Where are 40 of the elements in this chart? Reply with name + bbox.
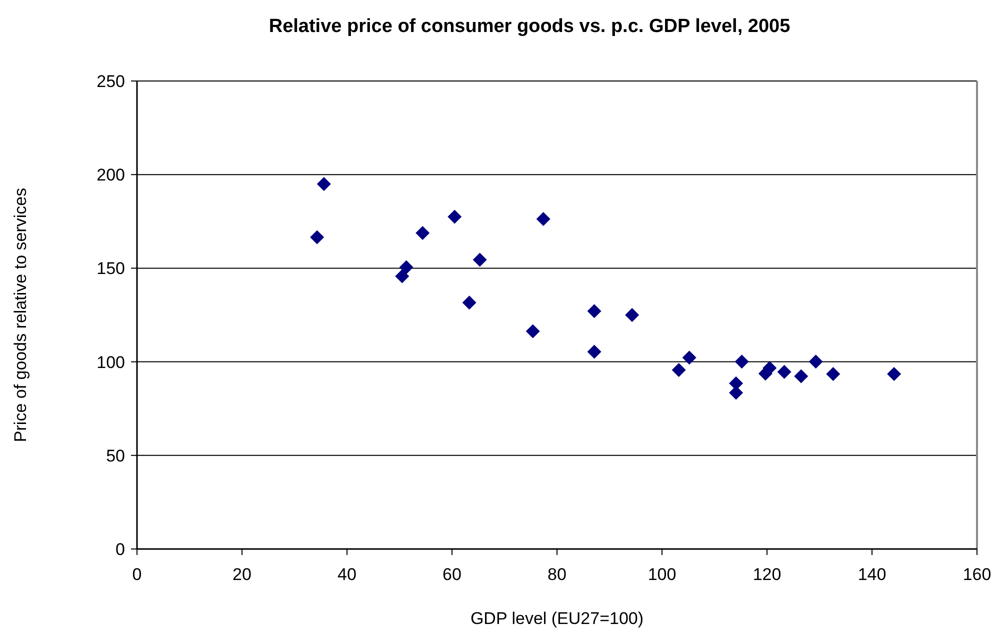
point <box>625 308 640 322</box>
point <box>672 363 686 378</box>
y-tick-label: 50 <box>106 446 125 466</box>
x-tick-label: 80 <box>548 565 566 584</box>
y-tick-label: 250 <box>96 72 125 91</box>
x-axis-title: GDP level (EU27=100) <box>470 609 644 628</box>
x-tick-label: 120 <box>752 565 782 584</box>
point <box>536 212 550 226</box>
point <box>826 366 840 381</box>
point <box>587 344 602 359</box>
point <box>887 366 902 381</box>
point <box>416 226 430 240</box>
x-tick-label: 20 <box>232 565 252 584</box>
point <box>399 260 414 274</box>
point <box>448 210 462 224</box>
chart-title: Relative price of consumer goods vs. p.c. GDP level, 2005 <box>268 16 791 37</box>
x-tick-label: 60 <box>442 565 462 584</box>
y-tick-label: 0 <box>116 540 125 559</box>
point <box>808 354 823 369</box>
point <box>395 269 410 284</box>
point <box>316 176 331 191</box>
point <box>682 350 696 365</box>
point <box>472 252 487 267</box>
y-tick-label: 150 <box>96 259 125 278</box>
point <box>526 324 540 338</box>
y-tick-label: 200 <box>96 166 125 185</box>
x-tick-label: 100 <box>648 565 676 584</box>
point <box>794 369 808 384</box>
point <box>777 364 792 379</box>
point <box>587 304 602 318</box>
x-tick-label: 0 <box>132 565 142 584</box>
point <box>462 296 476 310</box>
y-tick-label: 100 <box>96 352 125 372</box>
x-tick-label: 140 <box>858 565 886 584</box>
y-axis-title: Price of goods relative to services <box>11 188 30 442</box>
x-tick-label: 40 <box>338 565 356 584</box>
point <box>734 354 749 369</box>
point <box>762 360 777 375</box>
x-tick-label: 160 <box>962 565 992 584</box>
point <box>310 230 324 244</box>
